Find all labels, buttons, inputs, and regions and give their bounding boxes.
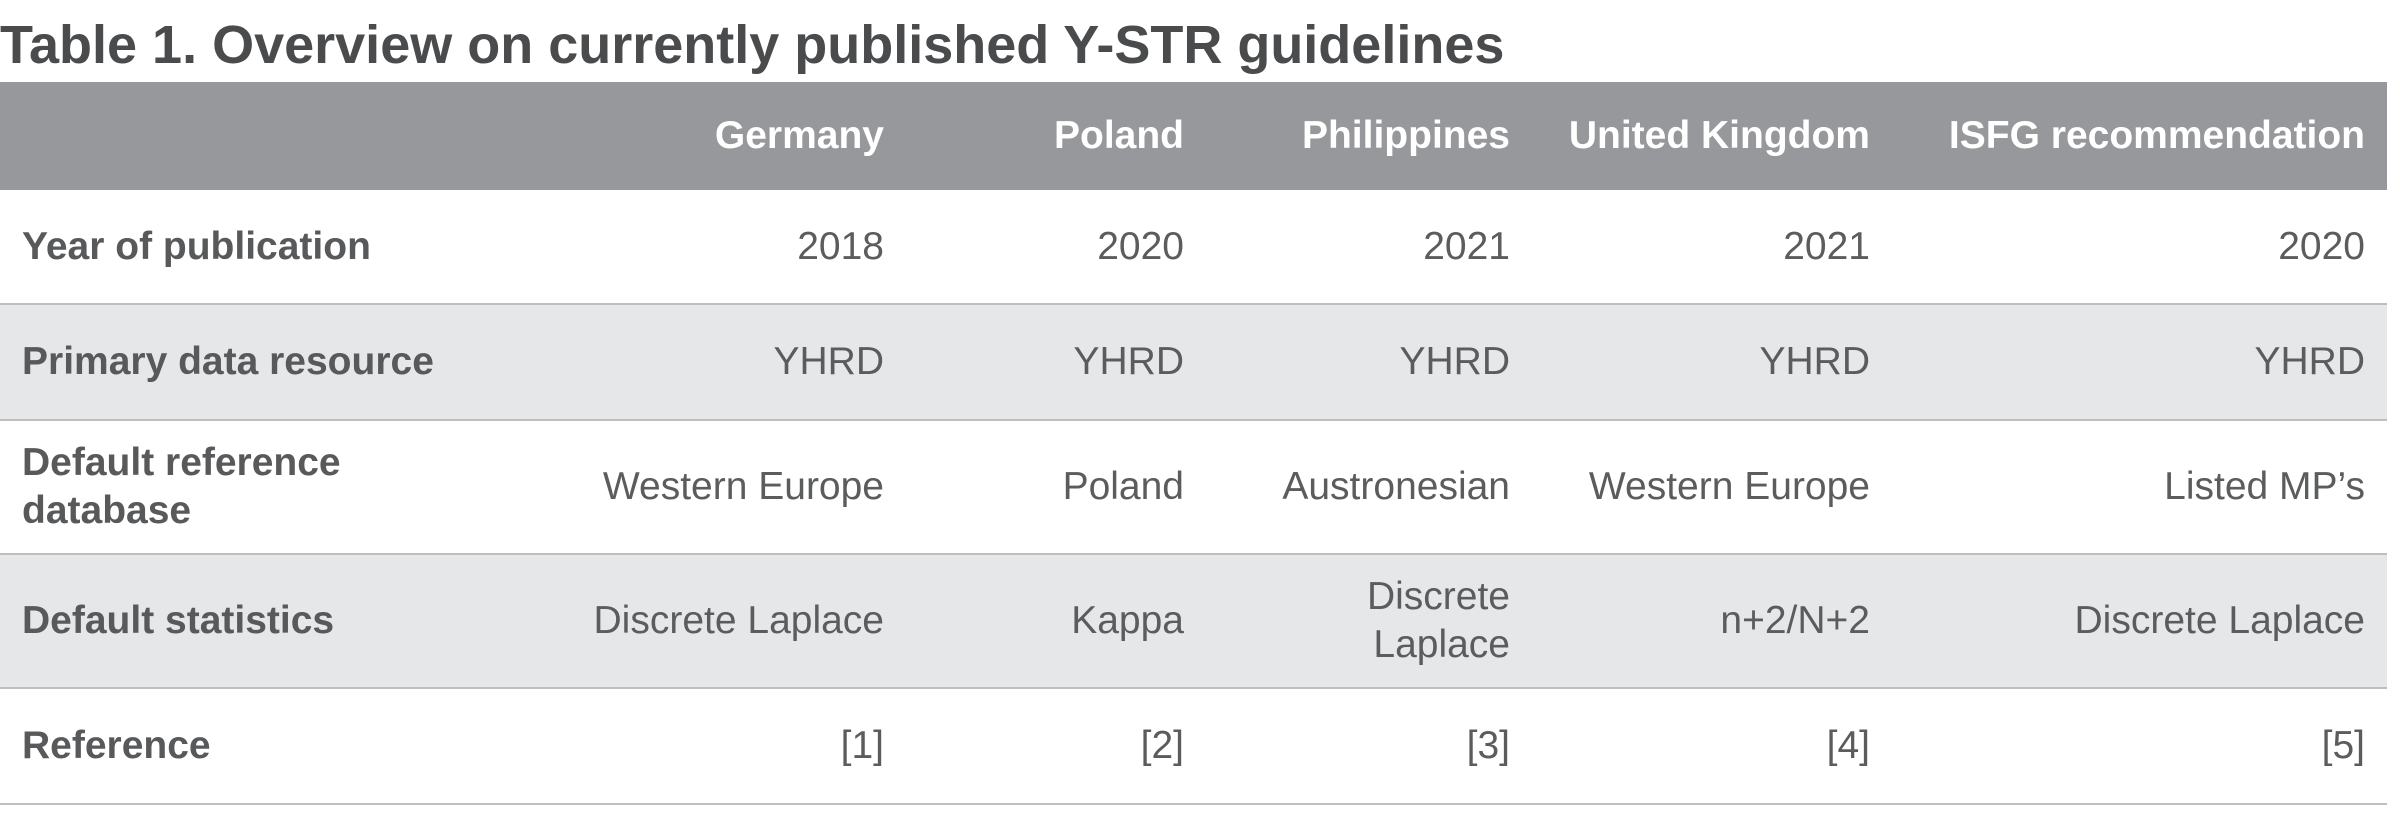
row-label-text: Default reference database: [22, 441, 341, 532]
header-cell-germany: Germany: [714, 114, 884, 157]
table-title: Table 1. Overview on currently published…: [0, 15, 1505, 75]
table-row: Default reference database Western Europ…: [0, 420, 2387, 555]
table-row: Primary data resource YHRD YHRD YHRD YHR…: [0, 304, 2387, 421]
table-cell: [1]: [470, 688, 906, 805]
table-cell: Discrete Laplace: [1892, 554, 2387, 689]
header-cell-philippines: Philippines: [1301, 114, 1510, 157]
table-cell: [4]: [1532, 688, 1892, 805]
table-cell: Austronesian: [1206, 420, 1532, 555]
row-label: Default reference database: [0, 420, 470, 555]
table-cell: YHRD: [1206, 304, 1532, 421]
table-cell: YHRD: [1892, 304, 2387, 421]
table-cell: 2020: [1892, 190, 2387, 305]
table-cell: 2018: [470, 190, 906, 305]
table-row: Reference [1] [2] [3] [4] [5]: [0, 688, 2387, 805]
table-cell: [2]: [906, 688, 1206, 805]
row-label: Default statistics: [0, 554, 470, 689]
header-cell-isfg: ISFG recommendation: [1948, 114, 2365, 157]
table-cell: Western Europe: [1532, 420, 1892, 555]
table-cell: Western Europe: [470, 420, 906, 555]
table-cell: Kappa: [906, 554, 1206, 689]
table-cell: YHRD: [1532, 304, 1892, 421]
row-label: Primary data resource: [0, 304, 470, 421]
table-cell: [5]: [1892, 688, 2387, 805]
header-cell-united-kingdom: United Kingdom: [1568, 114, 1870, 157]
table-row: Default statistics Discrete Laplace Kapp…: [0, 554, 2387, 689]
row-label: Year of publication: [0, 190, 470, 305]
row-label: Reference: [0, 688, 470, 805]
table-cell: [3]: [1206, 688, 1532, 805]
table-cell: 2021: [1206, 190, 1532, 305]
table-cell: YHRD: [470, 304, 906, 421]
table-cell: Discrete Laplace: [470, 554, 906, 689]
header-cell-poland: Poland: [1053, 114, 1184, 157]
table-cell: Poland: [906, 420, 1206, 555]
table-cell: n+2/N+2: [1532, 554, 1892, 689]
table-row: Year of publication 2018 2020 2021 2021 …: [0, 190, 2387, 305]
table-header-row: Germany Poland Philippines United Kingdo…: [0, 82, 2387, 190]
table-cell-text: Discrete Laplace: [1366, 575, 1510, 666]
table-cell: YHRD: [906, 304, 1206, 421]
header-cell-empty: [0, 82, 470, 190]
table-cell: 2021: [1532, 190, 1892, 305]
table-cell: 2020: [906, 190, 1206, 305]
guidelines-table: Germany Poland Philippines United Kingdo…: [0, 82, 2387, 805]
table-cell: Discrete Laplace: [1206, 554, 1532, 689]
table-cell: Listed MP’s: [1892, 420, 2387, 555]
